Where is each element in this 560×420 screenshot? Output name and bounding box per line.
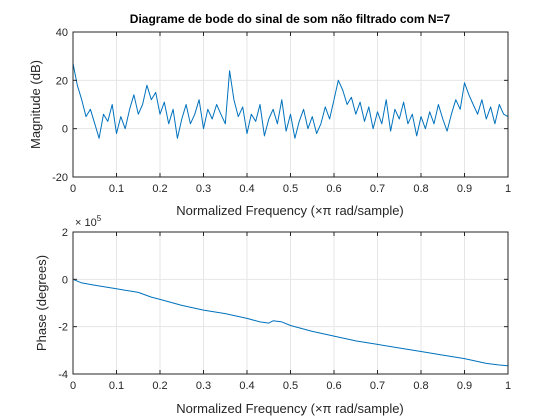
- phase-grid: [73, 232, 508, 374]
- magnitude-xlabel: Normalized Frequency (×π rad/sample): [176, 203, 404, 218]
- phase-xtick-label: 0: [70, 380, 76, 392]
- magnitude-ytick-label: 40: [56, 27, 68, 39]
- magnitude-xtick-label: 0.9: [457, 183, 472, 195]
- phase-ylabel: Phase (degrees): [34, 255, 49, 351]
- phase-xtick-label: 0.6: [326, 380, 341, 392]
- phase-xtick-label: 0.9: [457, 380, 472, 392]
- phase-line-group: [72, 278, 509, 367]
- phase-exponent-label: × 105: [75, 214, 102, 229]
- phase-xtick-label: 0.5: [283, 380, 298, 392]
- magnitude-ytick-label: -20: [52, 172, 68, 184]
- phase-xtick-label: 0.8: [413, 380, 428, 392]
- phase-xtick-label: 0.4: [239, 380, 254, 392]
- magnitude-ylabel: Magnitude (dB): [28, 60, 43, 149]
- magnitude-xtick-label: 0.4: [239, 183, 254, 195]
- magnitude-ytick-label: 20: [56, 75, 68, 87]
- phase-xtick-label: 1: [505, 380, 511, 392]
- magnitude-xtick-label: 0.2: [152, 183, 167, 195]
- phase-ytick-label: 2: [62, 227, 68, 239]
- magnitude-series-line: [72, 63, 509, 139]
- phase-ticks: 0 0.1 0.2 0.3 0.4 0.5 0.6 0.7 0.8 0.9 1 -4 -2 0 2: [58, 227, 511, 392]
- magnitude-xtick-label: 0.6: [326, 183, 341, 195]
- phase-xtick-label: 0.3: [196, 380, 211, 392]
- magnitude-ytick-label: 0: [62, 124, 68, 136]
- phase-xtick-label: 0.1: [109, 380, 124, 392]
- magnitude-xtick-label: 0.5: [283, 183, 298, 195]
- phase-series-line: [72, 278, 509, 367]
- phase-ytick-label: -2: [58, 322, 68, 334]
- magnitude-xtick-label: 0.3: [196, 183, 211, 195]
- magnitude-title: Diagrame de bode do sinal de som não fil…: [130, 12, 451, 26]
- magnitude-grid: [73, 32, 508, 177]
- magnitude-xtick-label: 0.8: [413, 183, 428, 195]
- magnitude-line-group: [72, 63, 509, 139]
- magnitude-xtick-label: 0: [70, 183, 76, 195]
- phase-xtick-label: 0.2: [152, 380, 167, 392]
- phase-ytick-label: 0: [62, 274, 68, 286]
- phase-axes: 0 0.1 0.2 0.3 0.4 0.5 0.6 0.7 0.8 0.9 1 -4 -2 0 2 × 10…: [34, 214, 511, 416]
- phase-xlabel: Normalized Frequency (×π rad/sample): [176, 401, 404, 416]
- phase-ytick-label: -4: [58, 369, 68, 381]
- magnitude-xtick-label: 1: [505, 183, 511, 195]
- phase-xtick-label: 0.7: [370, 380, 385, 392]
- magnitude-xtick-label: 0.7: [370, 183, 385, 195]
- magnitude-xtick-label: 0.1: [109, 183, 124, 195]
